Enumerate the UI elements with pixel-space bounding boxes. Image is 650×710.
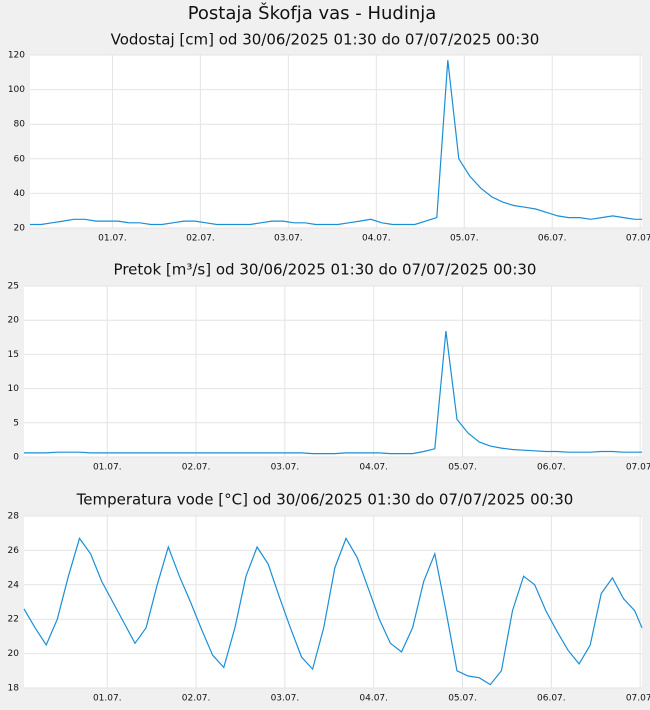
chart-subtitle: Vodostaj [cm] od 30/06/2025 01:30 do 07/… (111, 31, 540, 49)
y-tick-label: 5 (13, 418, 19, 428)
y-tick-label: 20 (8, 316, 20, 326)
y-tick-label: 120 (8, 51, 25, 61)
chart-subtitle: Pretok [m³/s] od 30/06/2025 01:30 do 07/… (114, 261, 537, 279)
chart-subtitle: Temperatura vode [°C] od 30/06/2025 01:3… (76, 491, 574, 509)
page-title: Postaja Škofja vas - Hudinja (188, 2, 437, 24)
x-tick-label: 05.07. (450, 234, 479, 244)
x-tick-label: 07.07. (626, 234, 650, 244)
x-tick-label: 05.07. (448, 694, 477, 704)
data-line (24, 331, 642, 455)
y-tick-label: 18 (8, 684, 20, 694)
x-tick-label: 03.07. (274, 234, 303, 244)
y-tick-label: 60 (14, 154, 26, 164)
x-tick-label: 06.07. (538, 234, 567, 244)
plot-area (24, 516, 642, 688)
x-tick-label: 07.07. (626, 463, 650, 473)
data-line (30, 60, 642, 226)
y-tick-label: 22 (8, 615, 19, 625)
x-tick-label: 06.07. (537, 694, 566, 704)
x-tick-label: 02.07. (182, 694, 211, 704)
x-tick-label: 06.07. (537, 463, 566, 473)
y-tick-label: 10 (8, 384, 20, 394)
y-tick-label: 15 (8, 350, 19, 360)
x-tick-label: 03.07. (271, 463, 300, 473)
x-tick-label: 01.07. (93, 694, 122, 704)
y-tick-label: 25 (8, 282, 19, 292)
x-tick-label: 03.07. (271, 694, 300, 704)
y-tick-label: 40 (14, 189, 26, 199)
x-tick-label: 01.07. (98, 234, 127, 244)
x-tick-label: 04.07. (362, 234, 391, 244)
y-tick-label: 28 (8, 512, 20, 522)
y-tick-label: 24 (8, 580, 20, 590)
y-tick-label: 100 (8, 85, 25, 95)
y-tick-label: 0 (13, 453, 19, 463)
x-tick-label: 05.07. (448, 463, 477, 473)
x-tick-label: 04.07. (359, 463, 388, 473)
plot-area (30, 55, 642, 228)
y-tick-label: 20 (8, 649, 20, 659)
x-tick-label: 04.07. (359, 694, 388, 704)
x-tick-label: 01.07. (93, 463, 122, 473)
y-tick-label: 26 (8, 546, 20, 556)
x-tick-label: 02.07. (182, 463, 211, 473)
y-tick-label: 80 (14, 120, 26, 130)
x-tick-label: 02.07. (186, 234, 215, 244)
plot-area (24, 286, 642, 457)
x-tick-label: 07.07. (626, 694, 650, 704)
y-tick-label: 20 (14, 224, 26, 234)
data-line (23, 537, 643, 686)
